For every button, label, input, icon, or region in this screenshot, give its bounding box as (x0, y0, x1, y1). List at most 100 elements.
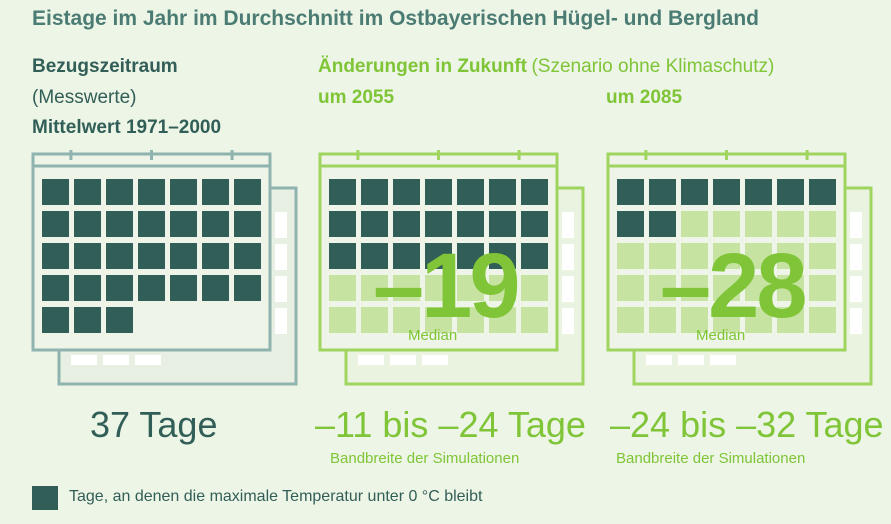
back-page-cell (850, 308, 862, 334)
ice-day-cell (745, 179, 772, 205)
ice-day-cell (170, 179, 197, 205)
removed-day-cell (809, 275, 836, 301)
future-heading: Änderungen in Zukunft (318, 56, 527, 77)
removed-day-cell (361, 275, 388, 301)
removed-day-cell (617, 307, 644, 333)
ice-day-cell (202, 275, 229, 301)
ice-day-cell (425, 179, 452, 205)
ice-day-cell (489, 243, 516, 269)
removed-day-cell (393, 275, 420, 301)
ice-day-cell (170, 211, 197, 237)
median-2055-value: –19 (373, 235, 520, 337)
ice-day-cell (170, 275, 197, 301)
reference-heading: Bezugszeitraum (32, 56, 178, 77)
removed-day-cell (713, 211, 740, 237)
removed-day-cell (681, 243, 708, 269)
removed-day-cell (649, 243, 676, 269)
reference-subheading: (Messwerte) (32, 87, 137, 108)
ice-day-cell (425, 211, 452, 237)
ice-day-cell (106, 211, 133, 237)
ice-day-cell (809, 179, 836, 205)
removed-day-cell (681, 211, 708, 237)
back-page-cell (103, 355, 129, 365)
median-2085-value: –28 (660, 235, 807, 337)
removed-day-cell (329, 275, 356, 301)
calendar-2055 (318, 150, 585, 386)
future-heading-line: Änderungen in Zukunft (Szenario ohne Kli… (318, 56, 774, 78)
ice-day-cell (74, 179, 101, 205)
removed-day-cell (617, 275, 644, 301)
back-page-cell (562, 276, 574, 302)
removed-day-cell (745, 307, 772, 333)
ice-day-cell (234, 243, 261, 269)
removed-day-cell (777, 275, 804, 301)
ice-day-cell (138, 179, 165, 205)
ice-day-cell (393, 211, 420, 237)
ice-day-cell (138, 275, 165, 301)
removed-day-cell (425, 307, 452, 333)
back-page-cell (275, 244, 287, 270)
ice-day-cell (521, 211, 548, 237)
ice-day-cell (361, 179, 388, 205)
ice-day-cell (74, 211, 101, 237)
ice-day-cell (234, 179, 261, 205)
removed-day-cell (681, 307, 708, 333)
ice-day-cell (393, 179, 420, 205)
removed-day-cell (809, 243, 836, 269)
legend-label: Tage, an denen die maximale Temperatur u… (69, 488, 483, 505)
back-page-cell (850, 244, 862, 270)
removed-day-cell (361, 307, 388, 333)
ice-day-cell (234, 275, 261, 301)
removed-day-cell (777, 307, 804, 333)
ice-day-cell (202, 179, 229, 205)
ice-day-cell (42, 243, 69, 269)
removed-day-cell (713, 307, 740, 333)
infographic-title: Eistage im Jahr im Durchschnitt im Ostba… (32, 7, 759, 30)
reference-value-label: 37 Tage (90, 404, 218, 445)
removed-day-cell (713, 243, 740, 269)
back-page-cell (562, 244, 574, 270)
removed-day-cell (489, 307, 516, 333)
median-2055-label: Median (408, 327, 458, 344)
back-page-cell (390, 355, 416, 365)
range-2085: –24 bis –32 Tage (610, 404, 884, 445)
ice-day-cell (713, 179, 740, 205)
back-page-cell (135, 355, 161, 365)
ice-day-cell (521, 243, 548, 269)
calendar-reference (31, 150, 298, 386)
ice-day-cell (42, 275, 69, 301)
range-2085-label: Bandbreite der Simulationen (616, 450, 806, 467)
ice-day-cell (106, 243, 133, 269)
ice-day-cell (74, 275, 101, 301)
calendar-2085 (606, 150, 873, 386)
back-page-cell (358, 355, 384, 365)
removed-day-cell (457, 307, 484, 333)
ice-day-cell (202, 211, 229, 237)
back-page-cell (275, 212, 287, 238)
removed-day-cell (521, 307, 548, 333)
removed-day-cell (713, 275, 740, 301)
ice-day-cell (649, 211, 676, 237)
ice-day-cell (489, 211, 516, 237)
ice-day-cell (329, 179, 356, 205)
ice-day-cell (74, 307, 101, 333)
ice-day-cell (106, 307, 133, 333)
ice-day-cell (234, 211, 261, 237)
removed-day-cell (649, 275, 676, 301)
removed-day-cell (329, 307, 356, 333)
ice-day-cell (777, 179, 804, 205)
removed-day-cell (681, 275, 708, 301)
median-2085-label: Median (696, 327, 746, 344)
ice-day-cell (649, 179, 676, 205)
range-2055-label: Bandbreite der Simulationen (330, 450, 520, 467)
ice-day-cell (42, 211, 69, 237)
ice-day-cell (681, 179, 708, 205)
removed-day-cell (425, 275, 452, 301)
ice-day-cell (617, 211, 644, 237)
ice-day-cell (457, 211, 484, 237)
removed-day-cell (777, 243, 804, 269)
removed-day-cell (489, 275, 516, 301)
back-page-cell (422, 355, 448, 365)
ice-day-cell (361, 243, 388, 269)
